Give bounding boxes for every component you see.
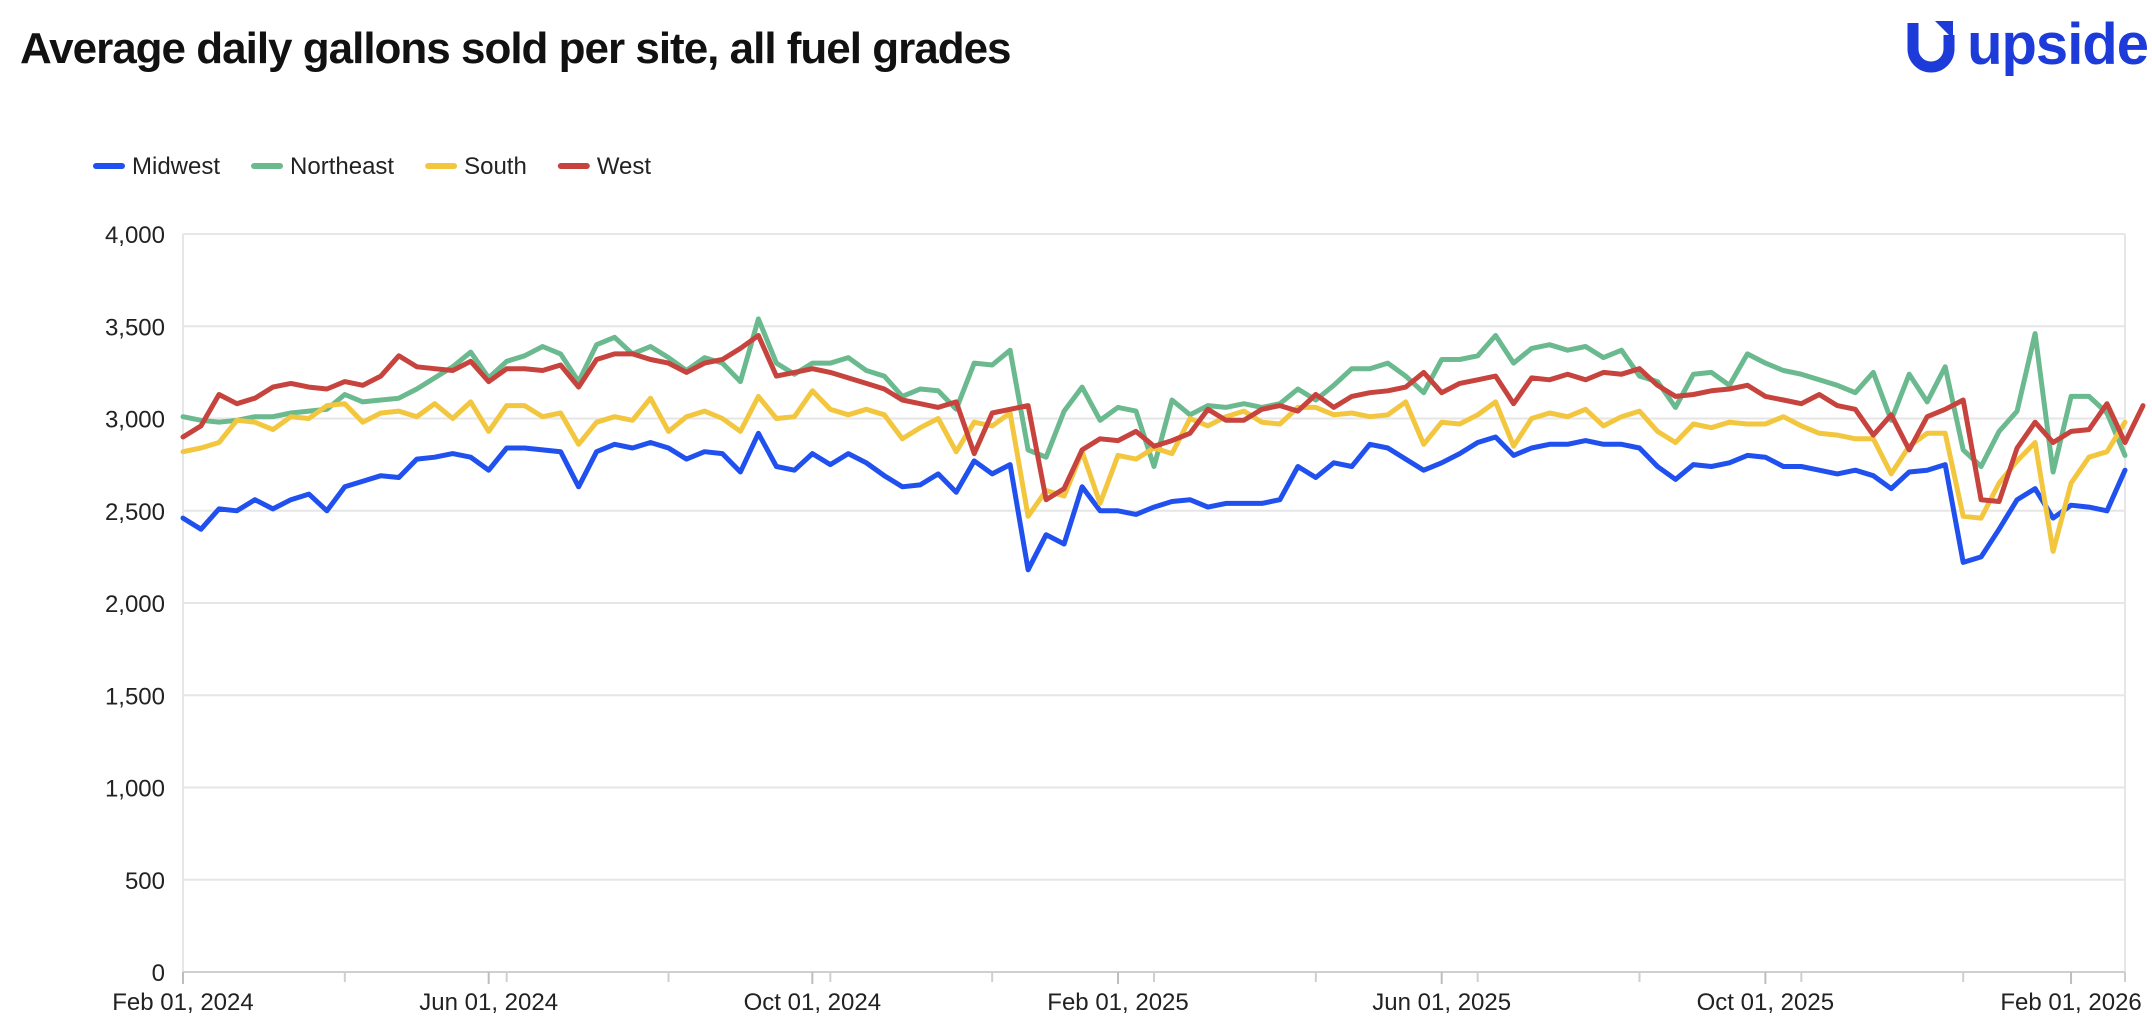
y-tick-label: 4,000 bbox=[105, 222, 165, 249]
series-line-west[interactable] bbox=[180, 333, 2146, 504]
chart-title: Average daily gallons sold per site, all… bbox=[20, 24, 1012, 73]
y-tick-label: 0 bbox=[152, 960, 165, 987]
chart-series bbox=[180, 316, 2146, 573]
y-tick-label: 2,500 bbox=[105, 499, 165, 526]
brand-wordmark: upside bbox=[1967, 12, 2149, 77]
x-axis: Feb 01, 2024 Jun 01, 2024 Oct 01, 2024 Feb … bbox=[112, 971, 2142, 1016]
legend-label: Northeast bbox=[290, 153, 394, 180]
legend-item-midwest[interactable]: Midwest bbox=[93, 153, 220, 180]
y-tick-label: 500 bbox=[125, 868, 165, 895]
chart-grid bbox=[182, 233, 2126, 973]
y-axis: 0 500 1,000 1,500 2,000 2,500 3,000 3,500 4,000 bbox=[105, 222, 165, 987]
y-tick-label: 2,000 bbox=[105, 591, 165, 618]
x-tick-label: Oct 01, 2025 bbox=[1697, 989, 1834, 1016]
x-tick-label: Feb 01, 2026 bbox=[2000, 989, 2141, 1016]
x-tick-label: Feb 01, 2025 bbox=[1047, 989, 1188, 1016]
legend-item-south[interactable]: South bbox=[425, 153, 527, 180]
series-line-northeast[interactable] bbox=[180, 316, 2128, 475]
legend-item-northeast[interactable]: Northeast bbox=[251, 153, 394, 180]
y-tick-label: 3,000 bbox=[105, 407, 165, 434]
series-line-midwest[interactable] bbox=[180, 430, 2128, 573]
legend-item-west[interactable]: West bbox=[557, 153, 652, 180]
brand-logo[interactable]: upside bbox=[1905, 12, 2149, 77]
x-tick-label: Feb 01, 2024 bbox=[112, 989, 253, 1016]
legend-label: West bbox=[597, 153, 652, 180]
upside-logo-icon bbox=[1907, 21, 1955, 73]
y-tick-label: 1,500 bbox=[105, 683, 165, 710]
x-tick-label: Jun 01, 2024 bbox=[419, 989, 558, 1016]
x-tick-label: Jun 01, 2025 bbox=[1372, 989, 1511, 1016]
legend-label: Midwest bbox=[132, 153, 220, 180]
legend-label: South bbox=[464, 153, 527, 180]
y-tick-label: 3,500 bbox=[105, 314, 165, 341]
x-tick-label: Oct 01, 2024 bbox=[744, 989, 881, 1016]
y-tick-label: 1,000 bbox=[105, 776, 165, 803]
chart-legend: Midwest Northeast South West bbox=[93, 153, 652, 180]
